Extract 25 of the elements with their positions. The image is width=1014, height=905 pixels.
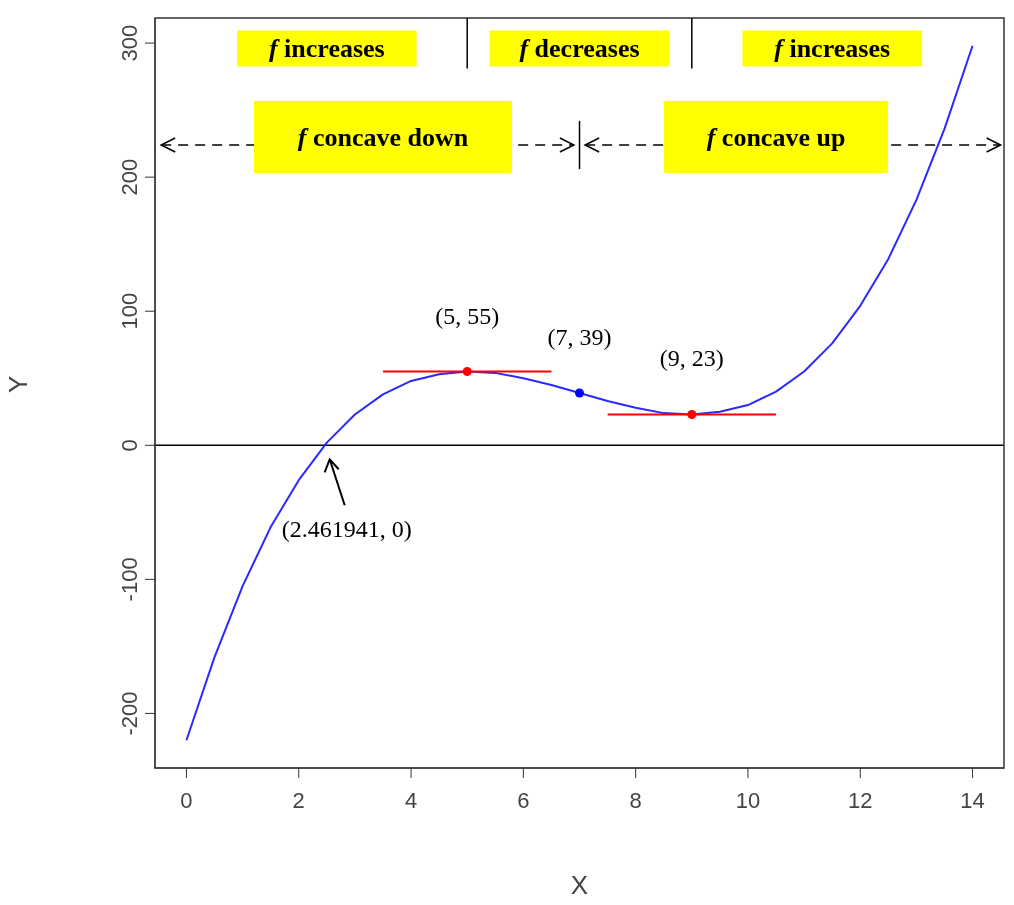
annotation: (2.461941, 0): [281, 516, 412, 543]
annotation: (7, 39): [547, 324, 612, 350]
annotation: f concave down: [297, 122, 469, 152]
x-tick-label: 0: [180, 787, 193, 813]
annotation: (9, 23): [659, 345, 724, 372]
annotation: f decreases: [519, 33, 640, 63]
x-tick-label: 8: [629, 787, 642, 813]
x-tick-label: 10: [735, 787, 761, 813]
annotation: (5, 55): [435, 302, 500, 329]
annotation: f increases: [268, 33, 385, 63]
x-tick-label: 14: [960, 787, 985, 813]
annotation: f concave up: [706, 122, 846, 152]
x-axis-title: X: [570, 870, 589, 900]
y-axis-title: Y: [3, 375, 34, 393]
x-tick-label: 6: [517, 787, 530, 813]
x-tick-label: 2: [292, 787, 305, 813]
x-tick-label: 4: [404, 787, 418, 813]
annotation: f increases: [774, 33, 891, 63]
y-tick-label: 300: [117, 24, 142, 62]
x-tick-label: 12: [848, 787, 873, 813]
y-tick-label: 0: [117, 439, 142, 452]
y-tick-label: 100: [117, 292, 142, 330]
y-tick-label: -100: [117, 557, 142, 602]
y-tick-label: 200: [117, 158, 142, 196]
y-tick-label: -200: [117, 691, 142, 736]
